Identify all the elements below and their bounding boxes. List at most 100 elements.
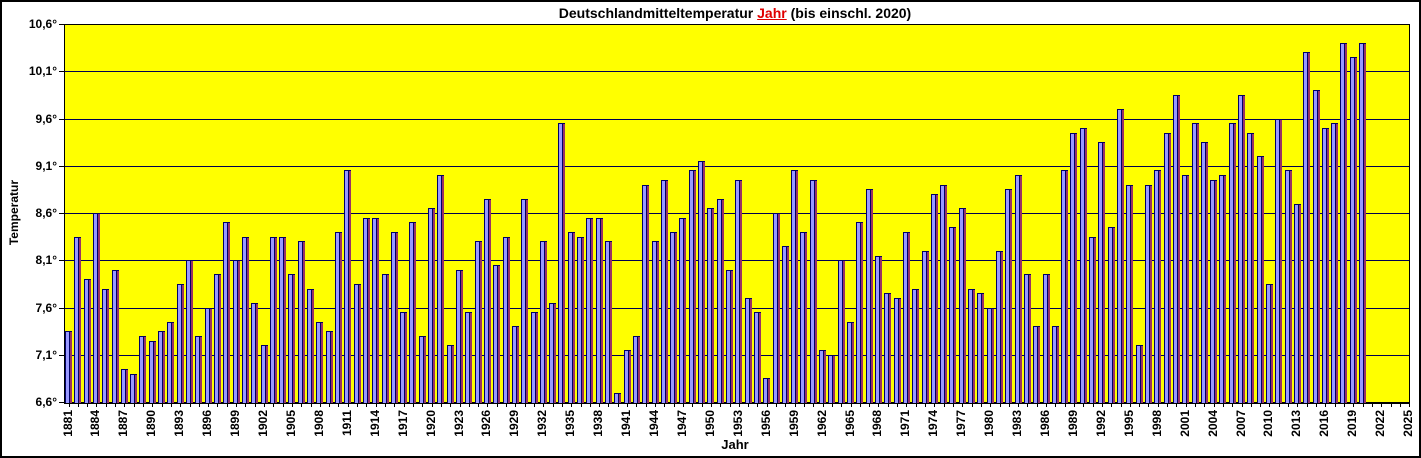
x-tick [1316,404,1318,407]
x-axis-line [64,402,1410,404]
x-tick [1381,404,1383,407]
bar-2003 [1200,142,1208,403]
bar-1987 [1051,326,1059,403]
bar-1907 [307,288,315,403]
bar-1906 [297,241,305,403]
x-tick [1325,404,1327,407]
x-tick [1362,404,1364,407]
bar-1932 [539,241,547,403]
y-tick [59,213,64,214]
x-tick [1092,404,1094,407]
bar-1969 [884,293,892,403]
bar-2005 [1219,175,1227,403]
x-tick [1353,404,1355,407]
x-tick [459,404,461,407]
bar-1924 [465,312,473,403]
x-tick [1278,404,1280,407]
bar-1960 [800,231,808,403]
y-tick [59,307,64,309]
bar-1915 [381,274,389,403]
x-tick [1204,404,1206,407]
x-tick [655,404,657,407]
bar-1970 [893,298,901,403]
bar-1978 [968,288,976,403]
bar-1997 [1144,184,1152,403]
gridline [64,165,1410,167]
plot-left-border [64,24,65,402]
x-tick [580,404,582,407]
bar-1909 [325,331,333,403]
bar-1914 [372,217,380,403]
y-tick-label: 8,6° [35,206,57,220]
x-tick [869,404,871,407]
bar-1972 [912,288,920,403]
x-tick [515,404,517,407]
x-tick [776,404,778,407]
x-tick [1399,404,1401,407]
x-tick [1064,404,1066,407]
x-tick [1111,404,1113,407]
y-tick-label: 10,1° [28,64,57,79]
x-tick [664,404,666,407]
bar-1894 [186,260,194,403]
x-tick [1185,404,1187,407]
x-tick [1343,404,1345,407]
bar-1891 [158,331,166,403]
y-tick [59,354,64,356]
bar-1954 [744,298,752,403]
x-tick [366,404,368,407]
bar-2019 [1349,57,1357,403]
bar-1911 [344,170,352,403]
plot-right-border [1409,24,1410,402]
chart-title-prefix: Deutschlandmitteltemperatur [558,5,758,21]
x-tick [96,404,98,407]
bar-1941 [623,350,631,403]
x-tick [1083,404,1085,407]
x-tick [645,404,647,407]
bar-1966 [856,222,864,403]
x-tick [552,404,554,407]
x-tick [124,404,126,407]
x-tick [1120,404,1122,407]
bar-1971 [902,231,910,403]
x-tick [962,404,964,407]
x-tick [1409,404,1411,407]
bar-1890 [148,340,156,403]
x-tick [1008,404,1010,407]
x-tick [1101,404,1103,407]
x-tick [440,404,442,407]
x-tick [617,404,619,407]
bar-1938 [595,217,603,403]
x-tick [1018,404,1020,407]
bar-2008 [1247,132,1255,403]
x-tick [915,404,917,407]
bar-1913 [362,217,370,403]
bar-1935 [567,231,575,403]
x-tick [571,404,573,407]
x-tick [1046,404,1048,407]
bar-1900 [241,236,249,403]
bar-1973 [921,250,929,403]
x-tick [673,404,675,407]
bar-1901 [251,302,259,403]
bar-1943 [642,184,650,403]
bar-2000 [1172,94,1180,403]
x-tick [133,404,135,407]
x-tick [831,404,833,407]
x-tick [310,404,312,407]
bar-1965 [847,321,855,403]
x-tick [189,404,191,407]
x-tick [375,404,377,407]
x-tick [161,404,163,407]
x-tick [897,404,899,407]
y-tick-label: 7,6° [35,300,57,315]
bar-2011 [1275,118,1283,403]
x-tick [347,404,349,407]
x-tick [710,404,712,407]
x-tick [1036,404,1038,407]
bar-1920 [428,208,436,403]
bar-1923 [456,269,464,403]
x-tick [450,404,452,407]
x-tick [934,404,936,407]
x-tick [105,404,107,407]
